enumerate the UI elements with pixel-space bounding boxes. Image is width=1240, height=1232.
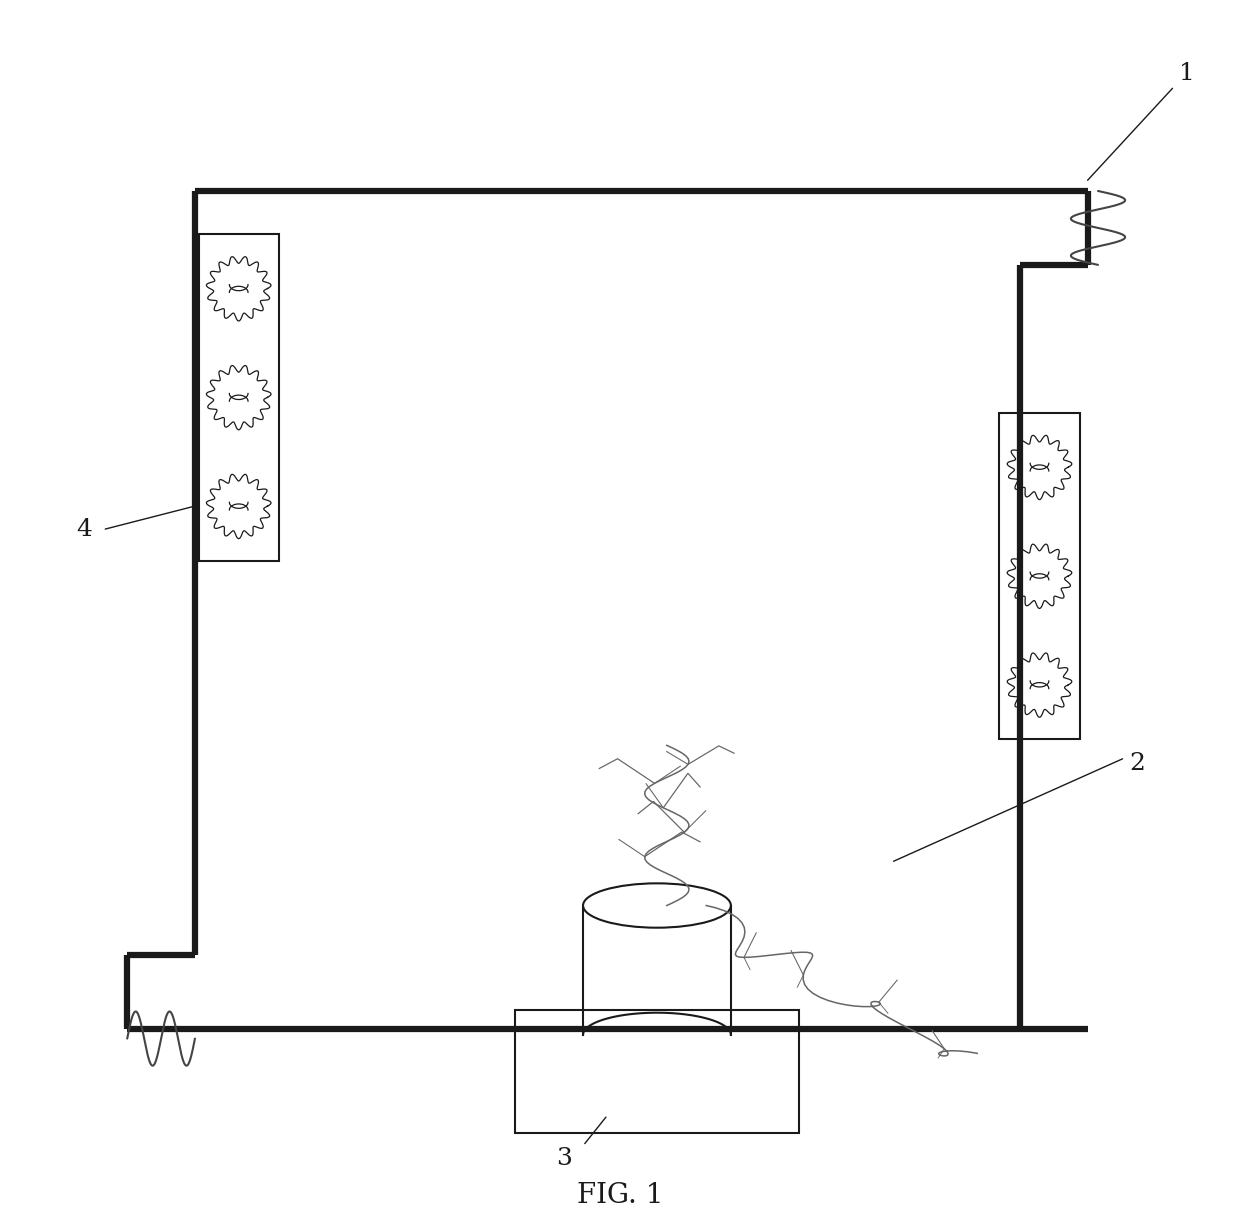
Text: 4: 4 [76, 519, 92, 541]
Bar [516, 1010, 799, 1133]
Text: 1: 1 [1179, 63, 1194, 85]
Text: 3: 3 [557, 1147, 573, 1169]
Bar [198, 234, 279, 561]
Text: 2: 2 [1130, 753, 1146, 775]
Ellipse shape [583, 883, 730, 928]
Bar [999, 413, 1080, 739]
Text: FIG. 1: FIG. 1 [577, 1181, 663, 1209]
